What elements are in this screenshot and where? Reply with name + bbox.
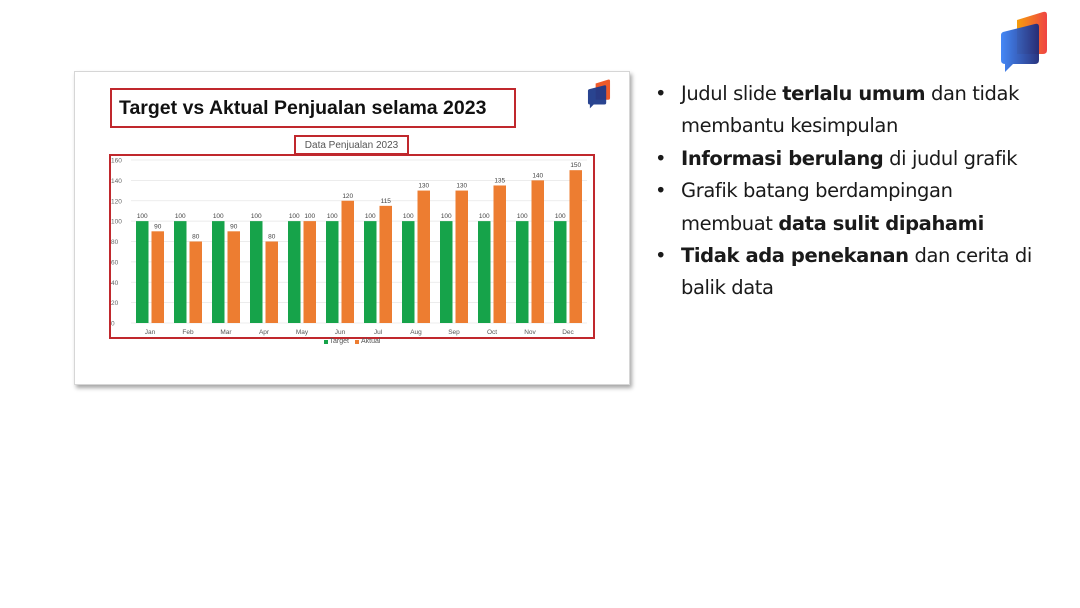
y-tick-label: 20 [111, 300, 119, 307]
bar-target-apr [250, 221, 263, 323]
embedded-slide-thumbnail: Target vs Aktual Penjualan selama 2023 D… [74, 71, 630, 385]
y-tick-label: 40 [111, 280, 119, 287]
bar-aktual-apr [265, 241, 278, 323]
bar-aktual-jan [151, 231, 164, 323]
data-label: 100 [517, 213, 528, 220]
data-label: 100 [137, 213, 148, 220]
data-label: 100 [175, 213, 186, 220]
data-label: 100 [327, 213, 338, 220]
x-tick-label: Oct [487, 329, 497, 336]
chat-bubbles-logo-icon [1001, 11, 1047, 72]
x-tick-label: Jul [374, 329, 383, 336]
bar-chart: 0 20 40 60 80 100 120 140 160 100 90 Jan 100 80 Feb 100… [111, 158, 587, 336]
bar-aktual-dec [569, 170, 582, 323]
x-tick-label: Nov [524, 329, 536, 336]
data-label: 115 [381, 198, 392, 205]
bar-aktual-sep [455, 190, 468, 323]
y-tick-label: 160 [111, 158, 122, 165]
data-label: 130 [456, 183, 467, 190]
y-tick-label: 120 [111, 198, 122, 205]
bar-target-feb [174, 221, 187, 323]
bar-target-sep [440, 221, 453, 323]
plot-area-highlight [109, 154, 595, 339]
x-tick-label: Dec [562, 329, 574, 336]
bar-aktual-jul [379, 205, 392, 323]
bar-target-oct [478, 221, 491, 323]
data-label: 100 [213, 213, 224, 220]
x-tick-label: Feb [182, 329, 194, 336]
data-label: 150 [570, 162, 581, 169]
small-logo-icon [587, 79, 611, 109]
bar-aktual-may [303, 221, 316, 323]
data-label: 135 [494, 177, 505, 184]
y-tick-label: 0 [111, 321, 115, 328]
bar-target-jan [136, 221, 149, 323]
data-label: 90 [230, 223, 238, 230]
data-label: 100 [289, 213, 300, 220]
critique-bullet-list: Judul slide terlalu umum dan tidak memba… [655, 78, 1035, 305]
x-tick-label: Mar [220, 329, 232, 336]
bar-target-may [288, 221, 301, 323]
bar-target-mar [212, 221, 225, 323]
data-label: 120 [342, 193, 353, 200]
data-label: 140 [532, 172, 543, 179]
data-label: 90 [154, 223, 162, 230]
bar-aktual-feb [189, 241, 202, 323]
bar-aktual-nov [531, 180, 544, 323]
embedded-slide-title: Target vs Aktual Penjualan selama 2023 [119, 96, 487, 119]
chart-title-highlight: Data Penjualan 2023 [294, 135, 409, 155]
data-label: 100 [441, 213, 452, 220]
x-tick-label: Aug [410, 329, 422, 336]
x-tick-label: Jun [335, 329, 346, 336]
data-label: 100 [304, 213, 315, 220]
legend-item-aktual: Aktual [355, 338, 380, 345]
x-tick-label: Jan [145, 329, 156, 336]
data-label: 130 [418, 183, 429, 190]
bar-target-jul [364, 221, 377, 323]
data-label: 100 [365, 213, 376, 220]
y-tick-label: 60 [111, 259, 119, 266]
y-tick-label: 100 [111, 219, 122, 226]
bullet-item: Judul slide terlalu umum dan tidak memba… [655, 78, 1035, 143]
x-tick-label: Apr [259, 329, 270, 336]
x-tick-label: May [296, 329, 309, 336]
data-label: 100 [555, 213, 566, 220]
bar-target-nov [516, 221, 529, 323]
chart-title: Data Penjualan 2023 [304, 139, 399, 151]
data-label: 80 [268, 234, 276, 241]
chart-legend: Target Aktual [75, 338, 629, 345]
bullet-item: Grafik batang berdampingan membuat data … [655, 175, 1035, 240]
y-tick-label: 80 [111, 239, 119, 246]
bar-aktual-oct [493, 185, 506, 323]
bar-aktual-jun [341, 200, 354, 323]
bar-aktual-aug [417, 190, 430, 323]
bar-target-aug [402, 221, 415, 323]
data-label: 100 [479, 213, 490, 220]
bar-target-dec [554, 221, 567, 323]
bar-aktual-mar [227, 231, 240, 323]
data-label: 100 [251, 213, 262, 220]
slide-title-highlight: Target vs Aktual Penjualan selama 2023 [110, 88, 516, 128]
legend-item-target: Target [323, 338, 349, 345]
bullet-item: Informasi berulang di judul grafik [655, 143, 1035, 176]
y-tick-label: 140 [111, 178, 122, 185]
x-tick-label: Sep [448, 329, 460, 336]
data-label: 80 [192, 234, 200, 241]
bullet-item: Tidak ada penekanan dan cerita di balik … [655, 240, 1035, 305]
bar-target-jun [326, 221, 339, 323]
data-label: 100 [403, 213, 414, 220]
